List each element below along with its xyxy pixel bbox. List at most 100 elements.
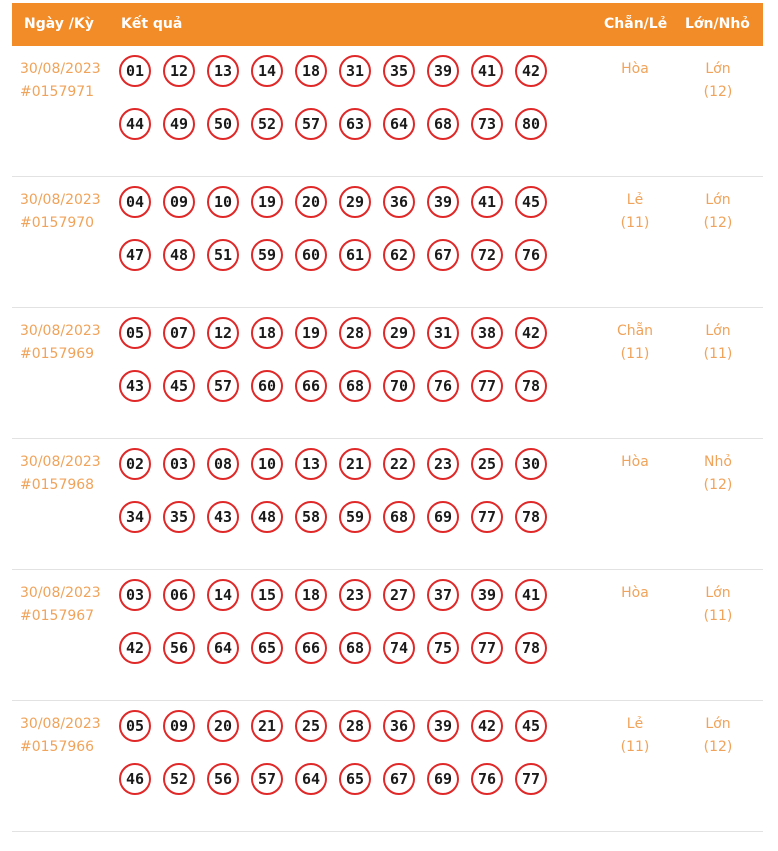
- number-ball: 65: [251, 632, 283, 664]
- big-small-result: Nhỏ (12): [683, 451, 753, 497]
- number-ball: 75: [427, 632, 459, 664]
- table-row: 30/08/2023 #0157967 03 06 14 15 18 23 27 37 39 41 42…: [12, 570, 763, 701]
- even-odd-label: Chẵn: [616, 323, 654, 339]
- number-ball: 69: [427, 501, 459, 533]
- number-ball: 12: [163, 55, 195, 87]
- draw-date: 30/08/2023: [20, 61, 101, 77]
- number-ball: 08: [207, 448, 239, 480]
- big-small-result: Lớn (12): [683, 189, 753, 235]
- even-odd-count: (11): [620, 739, 650, 755]
- draw-period: #0157968: [20, 477, 95, 493]
- number-ball: 60: [251, 370, 283, 402]
- even-odd-result: Lẻ (11): [600, 713, 670, 759]
- number-ball: 06: [163, 579, 195, 611]
- number-ball: 20: [295, 186, 327, 218]
- number-ball: 78: [515, 501, 547, 533]
- number-ball: 20: [207, 710, 239, 742]
- big-small-label: Lớn: [705, 192, 731, 208]
- number-ball: 03: [119, 579, 151, 611]
- result-numbers: 02 03 08 10 13 21 22 23 25 30 34 35 43 48 58 59 68 69 77 78: [119, 448, 579, 533]
- number-ball: 43: [207, 501, 239, 533]
- number-ball: 47: [119, 239, 151, 271]
- header-date: Ngày /Kỳ: [24, 16, 94, 32]
- number-ball: 78: [515, 370, 547, 402]
- result-numbers: 01 12 13 14 18 31 35 39 41 42 44 49 50 52 57 63 64 68 73 80: [119, 55, 579, 140]
- table-row: 30/08/2023 #0157969 05 07 12 18 19 28 29 31 38 42 43…: [12, 308, 763, 439]
- number-ball: 48: [163, 239, 195, 271]
- number-ball: 23: [339, 579, 371, 611]
- number-ball: 66: [295, 632, 327, 664]
- number-ball: 09: [163, 186, 195, 218]
- number-ball: 28: [339, 710, 371, 742]
- table-row: 30/08/2023 #0157966 05 09 20 21 25 28 36 39 42 45 46…: [12, 701, 763, 832]
- number-ball: 52: [163, 763, 195, 795]
- number-ball: 57: [295, 108, 327, 140]
- result-numbers: 03 06 14 15 18 23 27 37 39 41 42 56 64 65 66 68 74 75 77 78: [119, 579, 579, 664]
- number-ball: 10: [207, 186, 239, 218]
- draw-period: #0157969: [20, 346, 95, 362]
- number-ball: 02: [119, 448, 151, 480]
- even-odd-label: Lẻ: [626, 192, 644, 208]
- number-ball: 63: [339, 108, 371, 140]
- number-ball: 48: [251, 501, 283, 533]
- even-odd-count: (11): [620, 215, 650, 231]
- number-ball: 42: [471, 710, 503, 742]
- number-ball: 10: [251, 448, 283, 480]
- number-ball: 68: [427, 108, 459, 140]
- table-row: 30/08/2023 #0157971 01 12 13 14 18 31 35 39 41 42 44…: [12, 46, 763, 177]
- even-odd-label: Hòa: [621, 454, 649, 470]
- number-ball: 70: [383, 370, 415, 402]
- number-ball: 36: [383, 186, 415, 218]
- number-ball: 31: [339, 55, 371, 87]
- number-ball: 77: [471, 632, 503, 664]
- number-ball: 30: [515, 448, 547, 480]
- number-ball: 23: [427, 448, 459, 480]
- draw-date: 30/08/2023: [20, 192, 101, 208]
- number-ball: 25: [295, 710, 327, 742]
- number-ball: 41: [515, 579, 547, 611]
- number-ball: 18: [295, 55, 327, 87]
- number-ball: 72: [471, 239, 503, 271]
- number-ball: 64: [207, 632, 239, 664]
- number-ball: 18: [295, 579, 327, 611]
- even-odd-result: Chẵn (11): [600, 320, 670, 366]
- number-ball: 07: [163, 317, 195, 349]
- number-ball: 73: [471, 108, 503, 140]
- draw-date-period: 30/08/2023 #0157968: [20, 451, 101, 497]
- big-small-result: Lớn (11): [683, 320, 753, 366]
- draw-date: 30/08/2023: [20, 454, 101, 470]
- number-ball: 68: [383, 501, 415, 533]
- big-small-label: Nhỏ: [704, 454, 732, 470]
- big-small-count: (11): [703, 346, 733, 362]
- number-ball: 68: [339, 632, 371, 664]
- draw-period: #0157970: [20, 215, 95, 231]
- number-ball: 42: [515, 317, 547, 349]
- even-odd-result: Lẻ (11): [600, 189, 670, 235]
- header-even-odd: Chẵn/Lẻ: [604, 16, 668, 32]
- number-ball: 62: [383, 239, 415, 271]
- header-big-small: Lớn/Nhỏ: [685, 16, 750, 32]
- number-ball: 31: [427, 317, 459, 349]
- big-small-count: (12): [703, 215, 733, 231]
- number-ball: 51: [207, 239, 239, 271]
- table-body: 30/08/2023 #0157971 01 12 13 14 18 31 35 39 41 42 44…: [12, 46, 763, 832]
- number-ball: 45: [163, 370, 195, 402]
- draw-date-period: 30/08/2023 #0157969: [20, 320, 101, 366]
- big-small-count: (12): [703, 477, 733, 493]
- table-row: 30/08/2023 #0157968 02 03 08 10 13 21 22 23 25 30 34…: [12, 439, 763, 570]
- number-ball: 39: [471, 579, 503, 611]
- number-ball: 28: [339, 317, 371, 349]
- number-ball: 03: [163, 448, 195, 480]
- number-ball: 60: [295, 239, 327, 271]
- number-ball: 64: [383, 108, 415, 140]
- big-small-result: Lớn (12): [683, 713, 753, 759]
- result-numbers: 04 09 10 19 20 29 36 39 41 45 47 48 51 59 60 61 62 67 72 76: [119, 186, 579, 271]
- number-ball: 13: [207, 55, 239, 87]
- number-ball: 77: [515, 763, 547, 795]
- header-result: Kết quả: [121, 16, 183, 32]
- number-ball: 59: [339, 501, 371, 533]
- number-ball: 25: [471, 448, 503, 480]
- number-ball: 39: [427, 710, 459, 742]
- draw-date-period: 30/08/2023 #0157971: [20, 58, 101, 104]
- draw-date-period: 30/08/2023 #0157967: [20, 582, 101, 628]
